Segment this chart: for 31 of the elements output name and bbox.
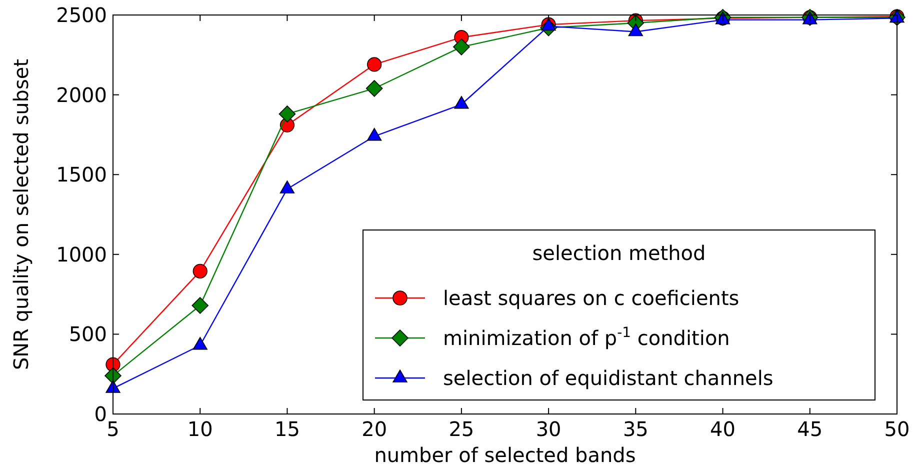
y-tick-label: 2500 <box>56 3 107 27</box>
y-axis-title: SNR quality on selected subset <box>9 58 33 370</box>
point <box>367 57 382 72</box>
x-tick-label: 35 <box>622 417 648 441</box>
y-tick-label: 0 <box>94 402 107 426</box>
point <box>453 38 470 56</box>
x-tick-label: 20 <box>362 417 388 441</box>
y-tick-label: 1500 <box>56 162 107 187</box>
y-tick-label: 1000 <box>56 242 107 266</box>
y-tick-label: 2000 <box>56 82 107 107</box>
point <box>192 297 209 314</box>
x-tick-label: 15 <box>274 417 300 441</box>
legend-label: minimization of p$^{-1}$ condition <box>443 325 730 350</box>
legend-label: least squares on c coeficients <box>443 286 740 310</box>
x-tick-label: 10 <box>187 417 213 441</box>
x-tick-label: 30 <box>536 417 562 441</box>
y-tick-label: 500 <box>68 322 107 346</box>
legend-key: minimization of p$^{-1}$ condition <box>375 325 730 350</box>
x-axis-title: number of selected bands <box>374 443 636 467</box>
x-tick-label: 5 <box>106 417 120 441</box>
point <box>278 106 296 122</box>
x-tick-label: 25 <box>448 417 474 441</box>
x-tick-label: 50 <box>884 417 910 441</box>
legend-label: selection of equidistant channels <box>443 366 774 390</box>
legend-key: least squares on c coeficients <box>375 286 740 310</box>
x-tick-label: 40 <box>710 417 736 441</box>
point <box>192 264 208 278</box>
x-tick-label: 45 <box>797 417 823 441</box>
point <box>366 80 383 97</box>
legend-key: selection of equidistant channels <box>375 366 774 390</box>
legend-title: selection method <box>532 241 706 265</box>
